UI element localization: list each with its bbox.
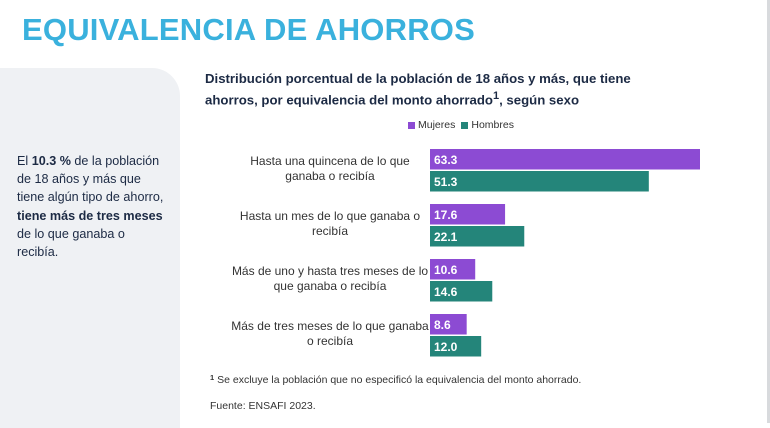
- footnote: 1 Se excluye la población que no especif…: [210, 373, 581, 386]
- bar-hombres: [430, 281, 493, 302]
- data-label: 51.3: [434, 175, 458, 189]
- legend-swatch-mujeres: [408, 121, 415, 129]
- data-label: 10.6: [434, 263, 458, 277]
- category-label-line: Hasta un mes de lo que ganaba o: [240, 209, 420, 223]
- data-label: 63.3: [434, 153, 458, 167]
- bar-mujeres: [430, 314, 467, 335]
- chart-title-footnote-marker: 1: [492, 89, 500, 102]
- side-text-highlight-percent: 10.3 %: [31, 154, 71, 168]
- category-label-line: Hasta una quincena de lo que: [250, 154, 410, 168]
- footnote-marker: 1: [210, 373, 215, 382]
- category-label: Más de tres meses de lo que ganaba o reci…: [231, 319, 429, 348]
- window-edge: [767, 0, 770, 423]
- bar-hombres: [430, 171, 649, 192]
- side-summary-text: El 10.3 % de la población de 18 años y m…: [17, 152, 167, 261]
- side-panel: [0, 68, 180, 428]
- chart-title-line1: Distribución porcentual de la población …: [205, 71, 631, 86]
- legend-swatch-hombres: [461, 121, 469, 129]
- chart-title-line2-end: , según sexo: [499, 91, 579, 107]
- side-text-highlight-period: tiene más de tres meses: [17, 208, 163, 223]
- source-note: Fuente: ENSAFI 2023.: [210, 400, 316, 412]
- category-label-line: Más de tres meses de lo que ganaba: [231, 319, 429, 333]
- bar-mujeres: [430, 259, 476, 280]
- data-label: 22.1: [434, 230, 458, 244]
- page-title: EQUIVALENCIA DE AHORROS: [22, 12, 475, 47]
- legend-item-mujeres: Mujeres: [408, 119, 455, 131]
- side-text-part: El: [17, 154, 32, 168]
- category-label: Hasta una quincena de lo que ganaba o rec…: [250, 154, 410, 183]
- bar-mujeres: [430, 149, 700, 170]
- category-label-line: ganaba o recibía: [285, 169, 375, 183]
- category-label: Hasta un mes de lo que ganaba o recibía: [240, 209, 420, 238]
- chart-legend: Mujeres Hombres: [408, 119, 520, 131]
- legend-label-hombres: Hombres: [471, 119, 514, 131]
- side-text-part: de lo que ganaba o recibía.: [17, 226, 125, 260]
- data-label: 8.6: [434, 318, 451, 332]
- bar-hombres: [430, 336, 482, 357]
- legend-item-hombres: Hombres: [461, 119, 514, 131]
- data-label: 12.0: [434, 340, 458, 354]
- footnote-text: Se excluye la población que no especific…: [214, 374, 582, 386]
- category-label-line: que ganaba o recibía: [274, 279, 387, 293]
- chart-title: Distribución porcentual de la población …: [205, 70, 715, 108]
- category-label-line: recibía: [312, 224, 348, 238]
- bar-hombres: [430, 226, 525, 247]
- data-label: 17.6: [434, 208, 458, 222]
- category-label: Más de uno y hasta tres meses de lo que g…: [232, 264, 428, 293]
- side-text-part: de la población de 18 años y más que tie…: [17, 154, 164, 205]
- legend-label-mujeres: Mujeres: [418, 119, 456, 131]
- chart-title-line2: ahorros, por equivalencia del monto ahor…: [205, 91, 493, 107]
- data-label: 14.6: [434, 285, 458, 299]
- bar-mujeres: [430, 204, 506, 225]
- category-label-line: Más de uno y hasta tres meses de lo: [232, 264, 428, 278]
- category-label-line: o recibía: [307, 334, 353, 348]
